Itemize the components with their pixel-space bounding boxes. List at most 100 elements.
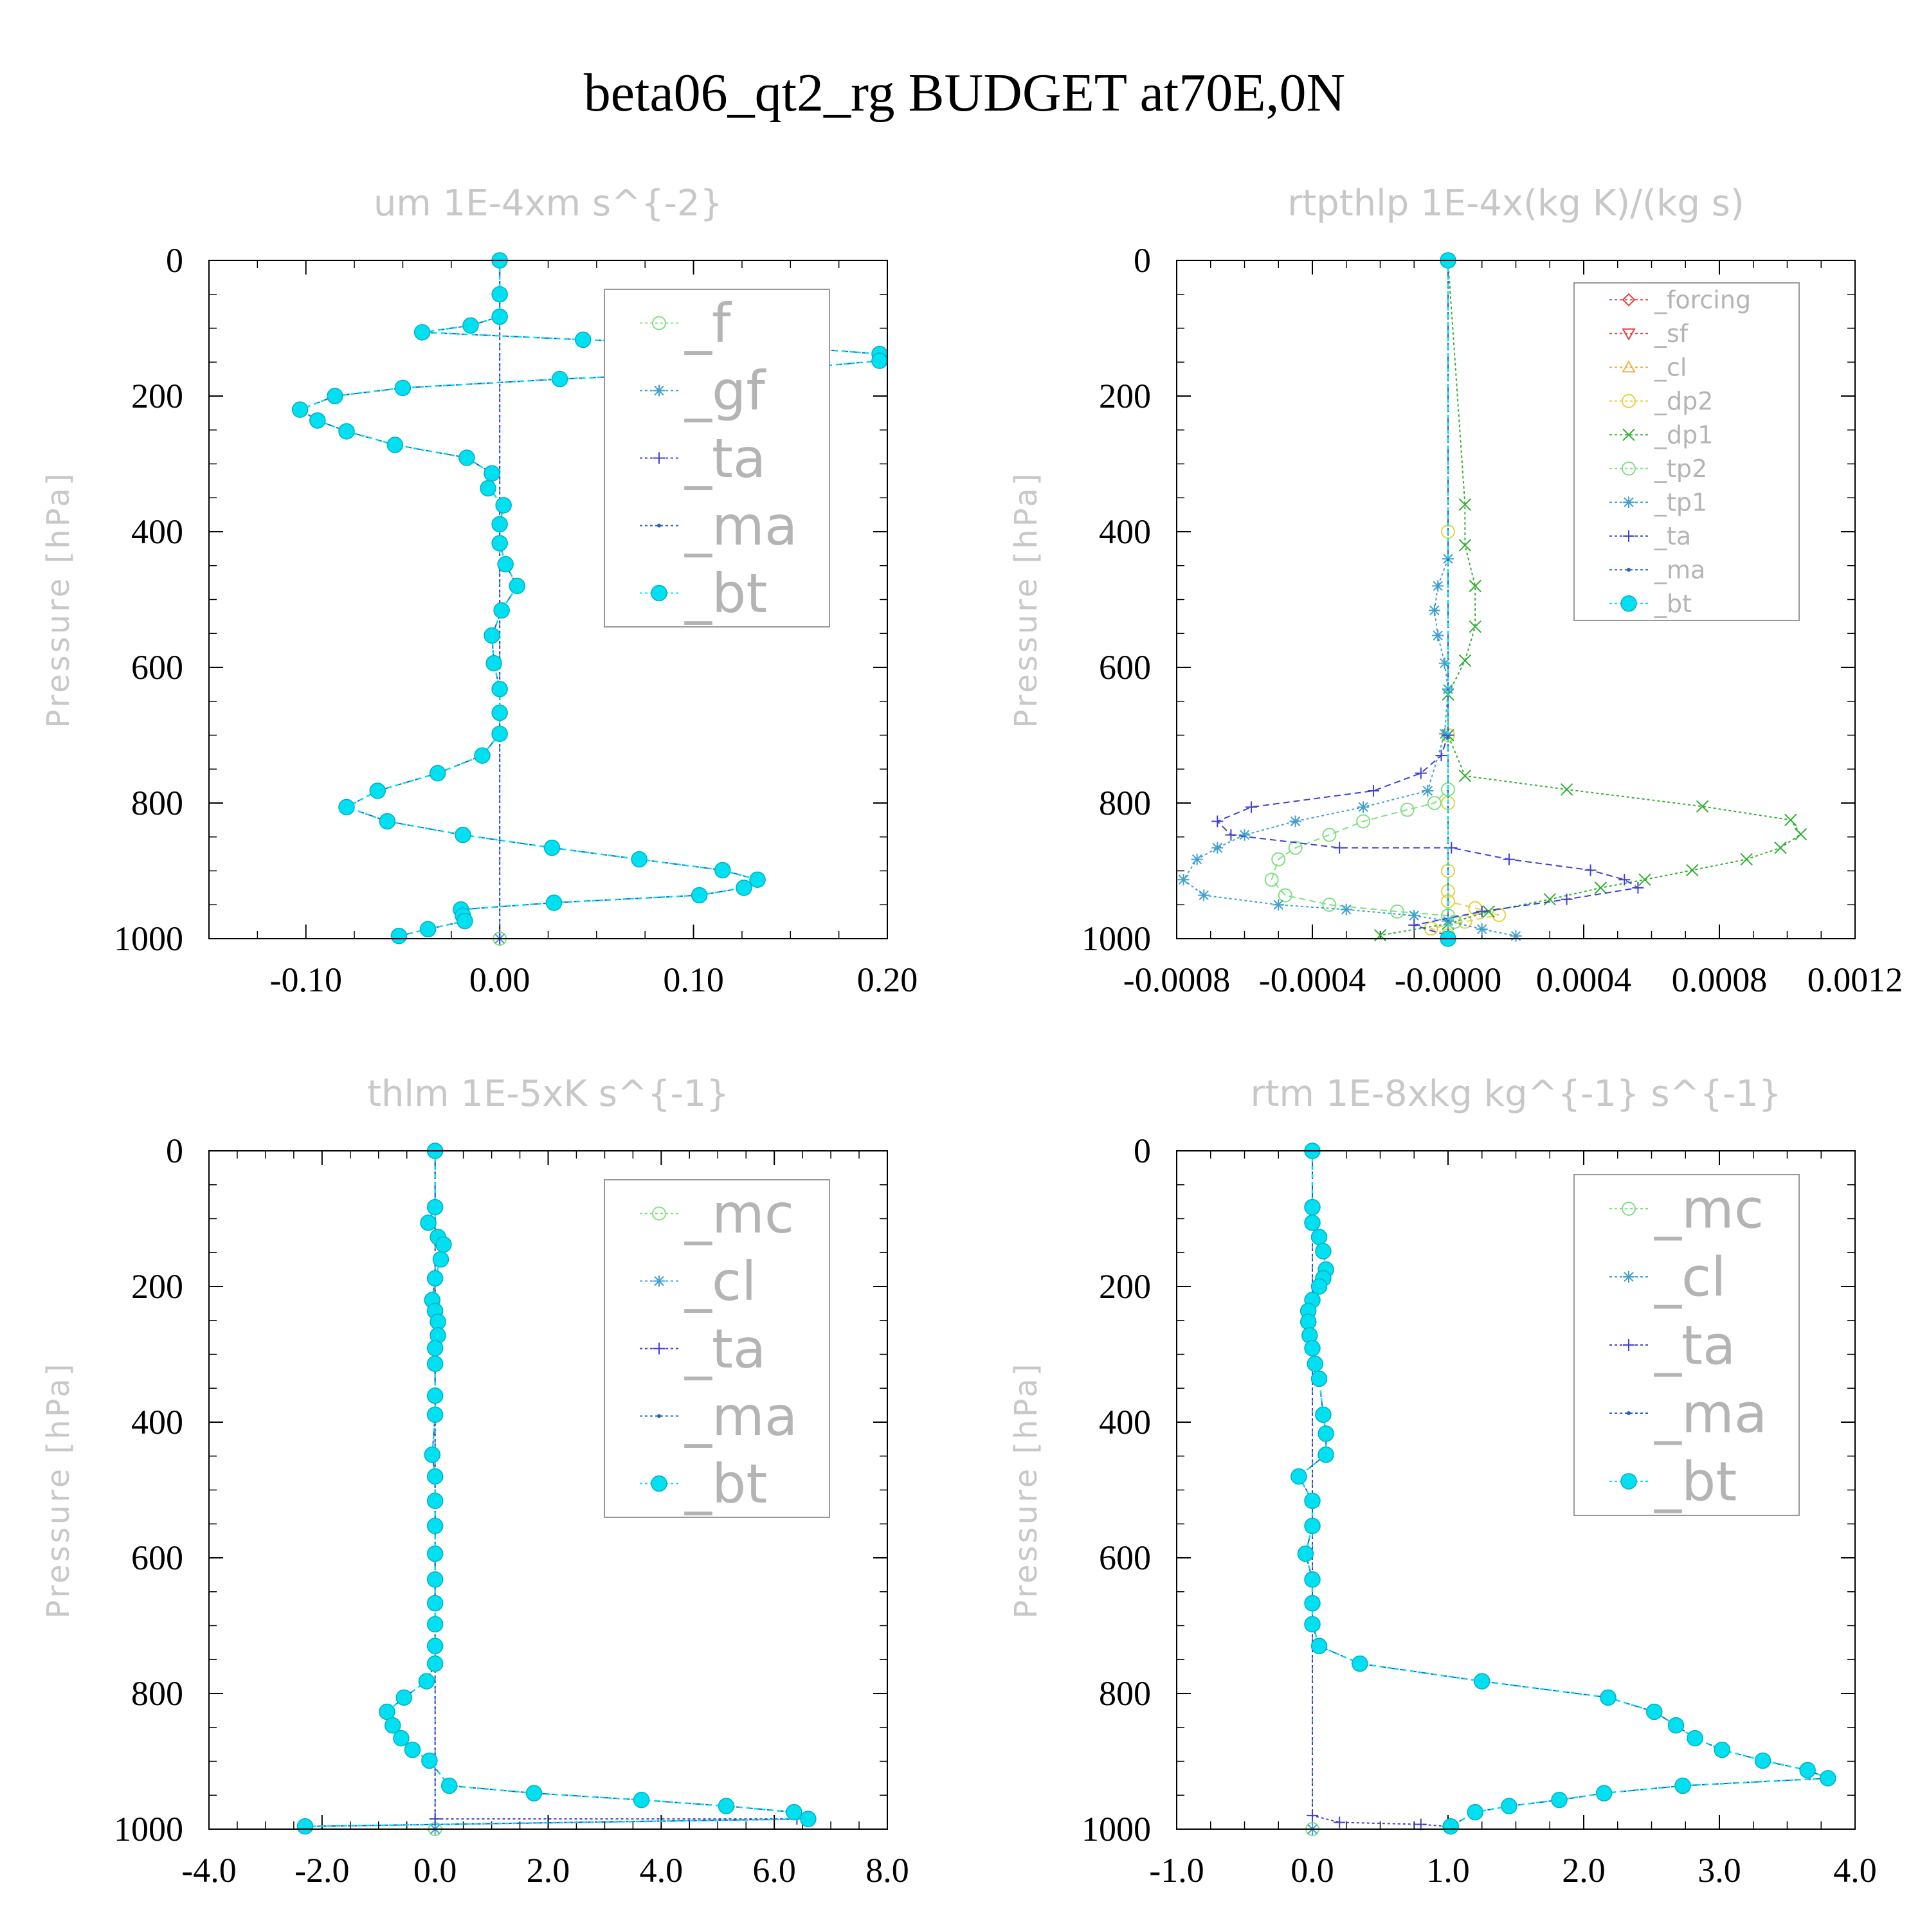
data-point [426, 1406, 444, 1423]
data-point [1415, 1818, 1427, 1830]
data-point [1304, 1214, 1321, 1231]
data-point [1352, 1655, 1368, 1672]
data-point [1687, 1729, 1703, 1747]
data-point [871, 352, 888, 369]
data-point [1469, 620, 1481, 633]
x-tick-label: 0.0 [1291, 1851, 1334, 1890]
data-point [1390, 904, 1404, 919]
y-tick-label: 0 [1134, 241, 1151, 280]
panel-title: um 1E-4xm s^{-2} [374, 183, 723, 224]
data-point [1177, 874, 1190, 886]
data-point [418, 1673, 435, 1690]
y-tick-label: 400 [1099, 512, 1151, 551]
data-point [1307, 1355, 1323, 1373]
data-point [421, 1752, 438, 1769]
data-point [369, 782, 386, 799]
data-point [1438, 728, 1451, 740]
data-point [1297, 1545, 1314, 1562]
legend-marker [651, 1475, 667, 1492]
data-point [1400, 802, 1415, 817]
data-point [1315, 1243, 1332, 1259]
plot-frame [1176, 1150, 1856, 1830]
legend-box [1573, 282, 1800, 621]
series-tp1 [1177, 255, 1522, 942]
data-point [1645, 1703, 1663, 1720]
data-point [1467, 1803, 1483, 1821]
legend-marker [653, 452, 665, 464]
legend-marker [653, 384, 665, 397]
data-point [1458, 539, 1472, 552]
data-point [509, 577, 526, 595]
data-point [309, 412, 326, 429]
data-point [1543, 893, 1556, 906]
legend-label: _bt [1654, 590, 1692, 618]
data-point [786, 1803, 802, 1821]
legend-label: _ta [684, 427, 766, 490]
x-tick-label: 2.0 [527, 1851, 570, 1890]
legend-marker [651, 584, 667, 602]
data-point [1427, 796, 1442, 810]
series-line [1380, 260, 1802, 936]
y-axis-label: Pressure [hPa] [41, 1361, 77, 1618]
legend: _forcing _sf _cl _dp2 _dp1 _tp2 _tp1 _ta _ma _bt [1573, 282, 1800, 621]
plot-frame [208, 260, 888, 939]
series-line [1429, 260, 1499, 939]
data-point [1278, 888, 1292, 903]
legend-marker [1622, 393, 1636, 408]
data-point [474, 747, 491, 764]
data-point [575, 331, 592, 348]
legend-label: _ma [1654, 556, 1705, 584]
data-point [1310, 1370, 1328, 1387]
data-point [1307, 1809, 1318, 1821]
data-point [631, 851, 648, 868]
data-point [426, 1594, 444, 1612]
legend-label: _ma [684, 494, 797, 557]
y-tick-label: 400 [131, 1403, 183, 1441]
data-point [1408, 910, 1420, 922]
legend-marker [652, 1206, 666, 1221]
data-point [1432, 629, 1444, 642]
legend-label: _ta [1654, 522, 1691, 550]
data-point [291, 401, 309, 418]
data-point [1310, 1638, 1328, 1654]
y-tick-label: 600 [131, 1539, 183, 1577]
y-tick-label: 200 [1099, 377, 1151, 415]
data-point [1198, 889, 1210, 901]
data-point [1476, 905, 1488, 917]
series-group [1177, 252, 1807, 947]
legend-marker [1623, 530, 1635, 542]
legend-marker [657, 523, 661, 528]
y-tick-label: 600 [131, 648, 183, 687]
x-tick-label: 0.0012 [1807, 961, 1903, 999]
series-line [1271, 260, 1456, 923]
data-point [1428, 604, 1440, 617]
data-point [1774, 841, 1787, 854]
data-point [1289, 815, 1301, 827]
data-point [1686, 863, 1699, 877]
data-point [1415, 767, 1427, 779]
data-point [1501, 1798, 1517, 1814]
legend-label: _forcing [1654, 286, 1751, 314]
y-tick-label: 0 [166, 1132, 183, 1170]
y-tick-label: 200 [131, 1267, 183, 1306]
data-point [1632, 881, 1644, 894]
y-axis-label: Pressure [hPa] [41, 471, 77, 728]
legend-label: _sf [1654, 320, 1689, 348]
data-point [426, 1638, 444, 1654]
data-point [440, 1777, 458, 1794]
legend-marker [1622, 461, 1636, 476]
data-point [429, 1813, 441, 1825]
series-group [1291, 1142, 1836, 1836]
data-point [435, 1236, 452, 1253]
data-point [1432, 580, 1444, 592]
data-point [633, 1791, 650, 1809]
data-point [1304, 1198, 1321, 1216]
data-point [458, 449, 475, 466]
x-tick-label: -4.0 [181, 1851, 236, 1890]
data-point [1357, 801, 1370, 813]
legend-label: _tp1 [1654, 489, 1707, 517]
y-tick-label: 800 [131, 1674, 183, 1713]
data-point [419, 921, 437, 937]
x-tick-label: 1.0 [1426, 1851, 1470, 1890]
legend-label: _ta [1654, 1314, 1735, 1377]
